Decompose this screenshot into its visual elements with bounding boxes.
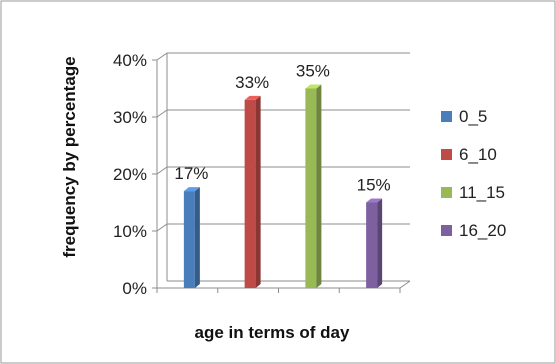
bar-side [377, 198, 383, 288]
y-tick-label: 20% [113, 165, 147, 184]
bar-front [366, 202, 378, 288]
bar-top [305, 84, 322, 89]
data-label: 33% [235, 73, 269, 92]
bars [183, 84, 383, 289]
bar-side [316, 84, 322, 288]
y-tick-label: 10% [113, 222, 147, 241]
legend-label: 16_20 [459, 221, 506, 240]
bar-11_15 [305, 84, 322, 288]
data-label: 15% [357, 176, 391, 195]
y-tick-label: 0% [122, 279, 147, 298]
y-axis-title: frequency by percentage [60, 56, 79, 257]
legend-label: 0_5 [459, 107, 487, 126]
legend-swatch [441, 225, 452, 236]
gridline-side [156, 109, 168, 118]
bar-6_10 [244, 95, 261, 289]
gridline-side [156, 166, 168, 175]
y-tick-label: 30% [113, 108, 147, 127]
bar-front [305, 88, 317, 288]
bar-top [244, 95, 261, 100]
bar-front [183, 191, 195, 288]
legend: 0_5 6_10 11_15 16_20 [441, 107, 506, 240]
bar-side [255, 95, 261, 289]
bar-side [194, 187, 200, 288]
floor-edge [399, 280, 411, 289]
bar-16_20 [366, 198, 383, 288]
y-tick-label: 40% [113, 51, 147, 70]
legend-swatch [441, 111, 452, 122]
data-label: 35% [296, 62, 330, 81]
x-axis-title: age in terms of day [195, 323, 350, 342]
legend-item: 6_10 [441, 145, 497, 164]
legend-item: 0_5 [441, 107, 487, 126]
labels: 0% 10% 20% 30% 40% 17% 33% 35% 15% [113, 51, 391, 298]
legend-label: 11_15 [459, 183, 505, 202]
legend-item: 16_20 [441, 221, 506, 240]
legend-label: 6_10 [459, 145, 497, 164]
data-label: 17% [174, 164, 208, 183]
gridline-side [156, 52, 168, 61]
legend-item: 11_15 [441, 183, 505, 202]
legend-swatch [441, 149, 452, 160]
bar-top [183, 187, 200, 192]
legend-swatch [441, 187, 452, 198]
bar-top [366, 198, 383, 203]
bar-front [244, 99, 256, 289]
bar-0_5 [183, 187, 200, 288]
gridline-side [156, 223, 168, 232]
